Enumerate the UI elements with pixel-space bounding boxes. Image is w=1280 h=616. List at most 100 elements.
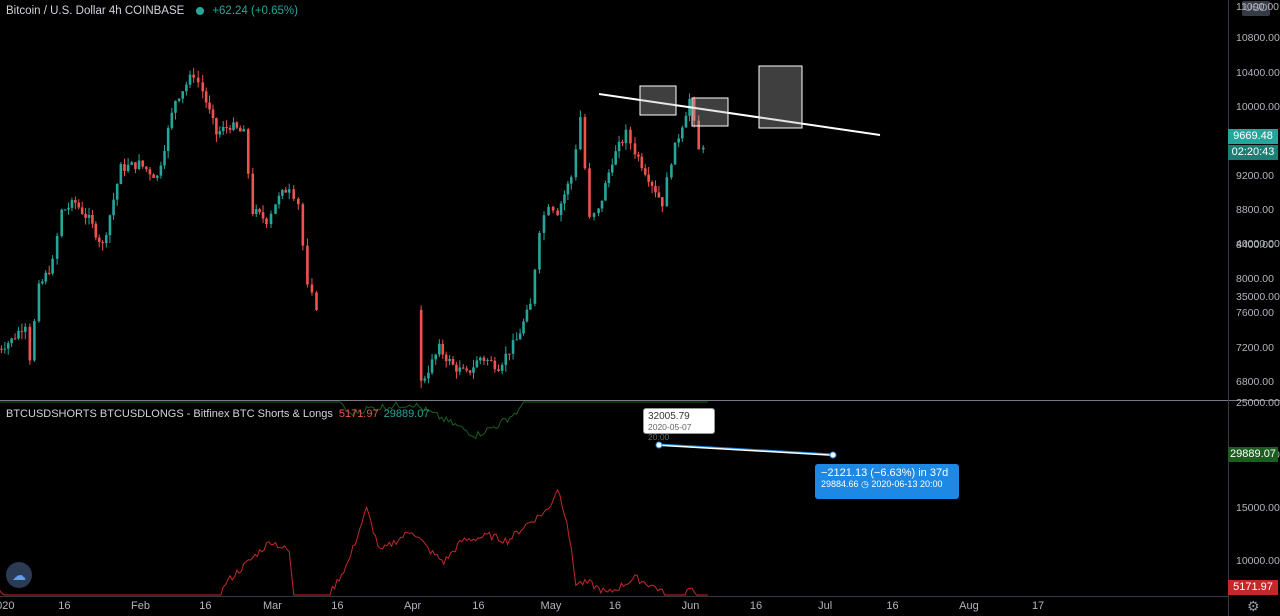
time-axis-label: Mar <box>263 600 282 612</box>
candle-body <box>0 348 3 350</box>
time-axis-label: 16 <box>199 600 212 612</box>
symbol-legend[interactable]: Bitcoin / U.S. Dollar 4h COINBASE +62.24 … <box>6 5 298 17</box>
candle-body <box>489 359 493 361</box>
candle-body <box>170 112 174 128</box>
candle-body <box>104 235 108 244</box>
candle-body <box>80 207 84 214</box>
candle-body <box>504 353 508 365</box>
price-axis-label: 10800.00 <box>1236 32 1280 45</box>
candle-body <box>235 122 239 128</box>
indicator-legend[interactable]: BTCUSDSHORTS BTCUSDLONGS - Bitfinex BTC … <box>6 408 429 420</box>
price-axis-label: 8800.00 <box>1236 204 1274 217</box>
box-3 <box>758 65 803 129</box>
indicator-axis-label: 40000.00 <box>1236 238 1280 251</box>
candle-body <box>315 292 318 310</box>
candle-body <box>232 122 235 130</box>
candle-body <box>465 368 468 371</box>
measure-start-point <box>655 441 663 449</box>
candle-body <box>556 210 559 216</box>
gear-icon[interactable]: ⚙ <box>1247 598 1260 614</box>
candle-body <box>41 281 44 284</box>
trendline <box>598 93 881 136</box>
candle-body <box>274 204 277 214</box>
candle-body <box>661 197 664 207</box>
candle-body <box>458 367 462 372</box>
candle-body <box>228 128 232 130</box>
candle-body <box>515 339 518 341</box>
indicator-title: BTCUSDSHORTS BTCUSDLONGS - Bitfinex BTC … <box>6 408 333 420</box>
candle-body <box>306 245 309 285</box>
candle-body <box>566 183 570 195</box>
candle-body <box>542 215 546 233</box>
candle-body <box>472 367 475 373</box>
candle-body <box>152 174 155 179</box>
time-axis-label: 16 <box>886 600 899 612</box>
candle-body <box>254 209 258 214</box>
candle-body <box>134 162 137 170</box>
candle-body <box>155 175 159 179</box>
candle-body <box>211 109 215 119</box>
candle-body <box>70 200 74 208</box>
candle-body <box>511 340 515 354</box>
candle-body <box>159 165 163 176</box>
candle-body <box>681 127 684 139</box>
candle-body <box>201 82 205 92</box>
currency-badge[interactable]: USD <box>1242 1 1270 16</box>
candle-body <box>13 338 17 340</box>
candle-body <box>692 98 696 121</box>
candle-body <box>482 357 486 361</box>
candle-body <box>701 147 705 150</box>
bar-countdown-tag: 02:20:43 <box>1228 145 1278 160</box>
candle-body <box>215 118 218 135</box>
candle-body <box>654 185 657 193</box>
candle-body <box>529 303 532 310</box>
candle-body <box>493 360 497 370</box>
candle-body <box>141 160 144 167</box>
candle-body <box>60 209 63 236</box>
candle-body <box>108 215 112 236</box>
candle-body <box>430 359 434 373</box>
candle-body <box>251 173 255 214</box>
candle-body <box>37 283 41 322</box>
time-axis-label: Feb <box>131 600 151 612</box>
candle-body <box>97 237 101 243</box>
candle-body <box>126 164 130 171</box>
candle-body <box>647 174 650 182</box>
candle-body <box>559 203 563 216</box>
candle-body <box>174 100 177 113</box>
candle-body <box>20 330 24 332</box>
candle-body <box>444 354 448 362</box>
candle-body <box>181 91 185 99</box>
candle-body <box>629 129 632 144</box>
time-axis-label: 16 <box>331 600 344 612</box>
candle-body <box>177 98 181 101</box>
candle-body <box>637 154 640 157</box>
candle-body <box>607 172 611 184</box>
candle-body <box>486 359 489 361</box>
candle-body <box>17 330 20 339</box>
candle-body <box>137 160 141 170</box>
price-axis-label: 9200.00 <box>1236 169 1274 182</box>
indicator-axis-label: 15000.00 <box>1236 502 1280 515</box>
candle-body <box>604 183 607 201</box>
longs-value: 29889.07 <box>383 408 430 420</box>
box-2 <box>691 97 729 127</box>
candle-body <box>600 200 604 209</box>
candle-body <box>28 326 32 361</box>
candle-body <box>192 74 195 78</box>
candle-body <box>434 354 438 360</box>
candle-body <box>684 115 688 128</box>
candle-body <box>204 91 208 103</box>
candle-body <box>196 77 200 83</box>
candle-body <box>610 164 614 173</box>
candle-body <box>112 199 115 216</box>
candle-body <box>277 195 281 205</box>
tradingview-logo-icon[interactable]: ☁ <box>6 562 32 588</box>
candle-body <box>665 177 669 207</box>
candle-body <box>657 192 661 198</box>
candle-body <box>697 120 700 150</box>
candle-body <box>522 321 525 334</box>
measure-result: −2121.13 (−6.63%) in 37d <box>821 467 949 479</box>
indicator-axis-label: 10000.00 <box>1236 555 1280 567</box>
